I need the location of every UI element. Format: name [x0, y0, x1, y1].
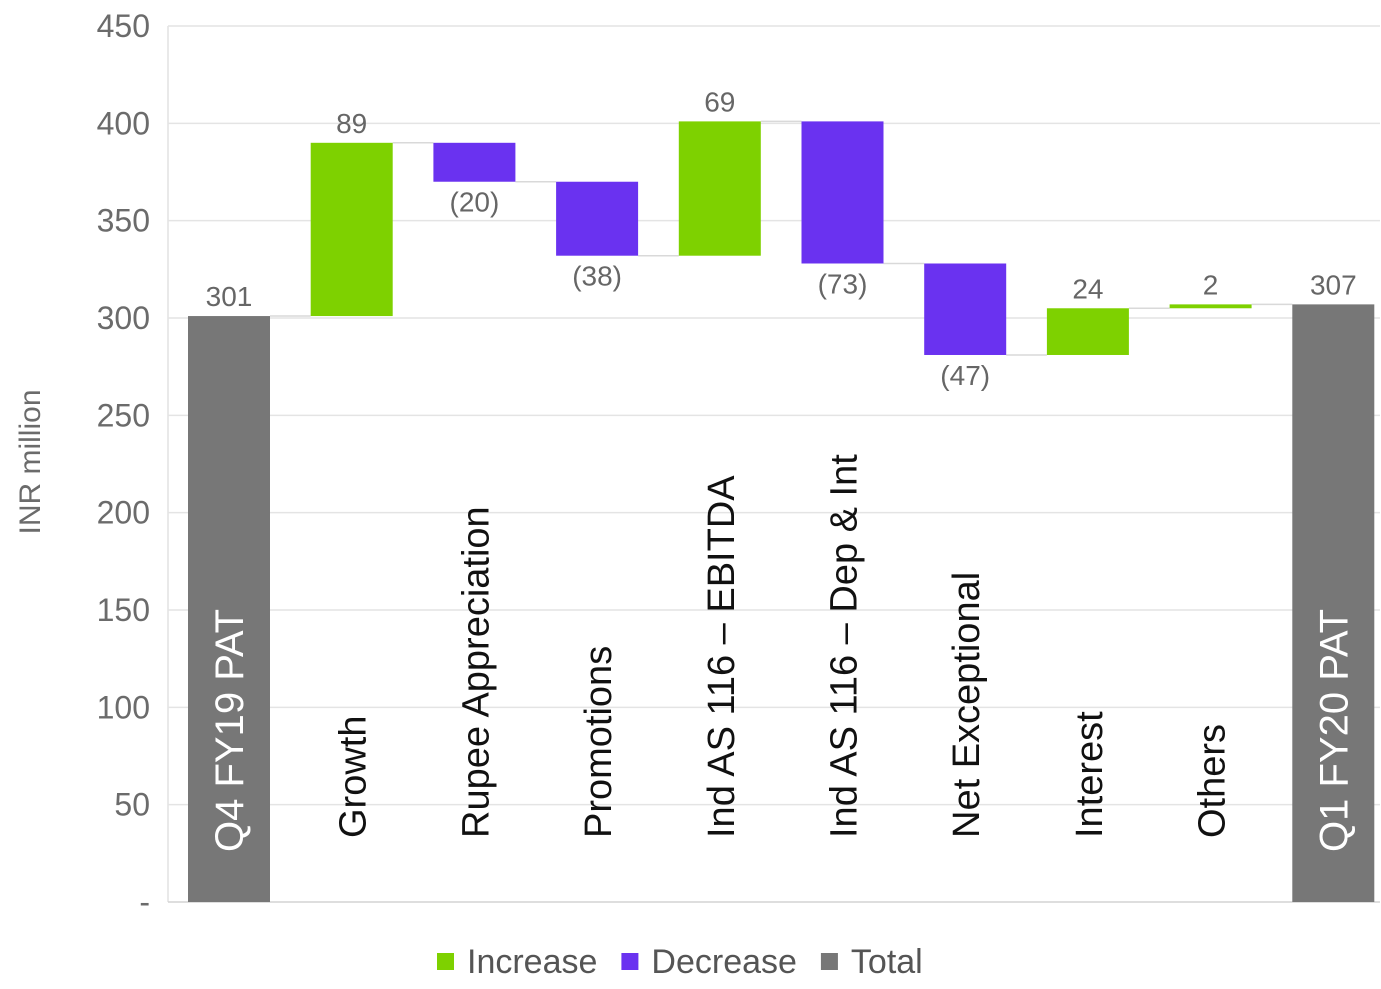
data-label: 307: [1310, 269, 1357, 300]
data-labels: 301 89 (20) (38) 69 (73) (47) 24 2 307: [206, 86, 1357, 391]
gridlines: [167, 25, 1380, 903]
category-label: Rupee Appreciation: [455, 506, 497, 838]
category-labels: Q4 FY19 PAT Growth Rupee Appreciation Promo…: [208, 454, 1356, 852]
category-label: Growth: [333, 716, 375, 838]
category-label: Promotions: [578, 646, 620, 838]
y-tick-label: 50: [114, 787, 150, 823]
data-label: 89: [336, 108, 367, 139]
y-axis: - 50 100 150 200 250 300 350 400 450: [97, 8, 150, 920]
bar-decrease: [801, 121, 884, 264]
legend-swatch-total: [820, 953, 838, 970]
category-label: Net Exceptional: [946, 572, 988, 838]
legend-swatch-decrease: [621, 953, 639, 970]
data-label: (73): [818, 268, 868, 299]
category-label: Q1 FY20 PAT: [1312, 609, 1356, 852]
legend-label: Increase: [467, 943, 597, 981]
data-label: 2: [1203, 269, 1219, 300]
bar-decrease: [433, 142, 516, 182]
y-tick-label: -: [139, 884, 150, 920]
category-label: Q4 FY19 PAT: [208, 609, 252, 852]
data-label: 24: [1072, 273, 1103, 304]
legend-label: Total: [851, 943, 923, 981]
bar-increase: [678, 121, 761, 256]
data-label: 69: [704, 86, 735, 117]
bar-total: [1292, 304, 1375, 903]
bar-decrease: [556, 181, 639, 256]
data-label: (38): [572, 261, 622, 292]
legend-label: Decrease: [651, 943, 797, 981]
y-tick-label: 200: [97, 495, 150, 531]
bar-increase: [1169, 304, 1252, 309]
bar-increase: [310, 142, 393, 317]
category-label: Interest: [1069, 711, 1111, 838]
data-label: 301: [206, 281, 253, 312]
bar-increase: [1046, 308, 1129, 355]
category-label: Ind AS 116 – EBITDA: [701, 475, 743, 838]
y-tick-label: 100: [97, 689, 150, 725]
y-tick-label: 150: [97, 592, 150, 628]
y-tick-label: 350: [97, 203, 150, 239]
legend-swatch-increase: [437, 953, 454, 970]
y-axis-label: INR million: [14, 389, 47, 534]
legend: Increase Decrease Total: [437, 943, 923, 981]
bar-total: [188, 316, 270, 902]
category-label: Others: [1192, 724, 1234, 838]
y-tick-label: 300: [97, 300, 150, 336]
category-label: Ind AS 116 – Dep & Int: [824, 454, 866, 838]
data-label: (47): [940, 360, 990, 391]
y-tick-label: 450: [97, 8, 150, 44]
bars: [188, 121, 1375, 903]
y-tick-label: 400: [97, 105, 150, 141]
y-tick-label: 250: [97, 397, 150, 433]
data-label: (20): [450, 187, 500, 218]
bar-decrease: [924, 263, 1007, 355]
connector-lines: [270, 120, 1293, 356]
